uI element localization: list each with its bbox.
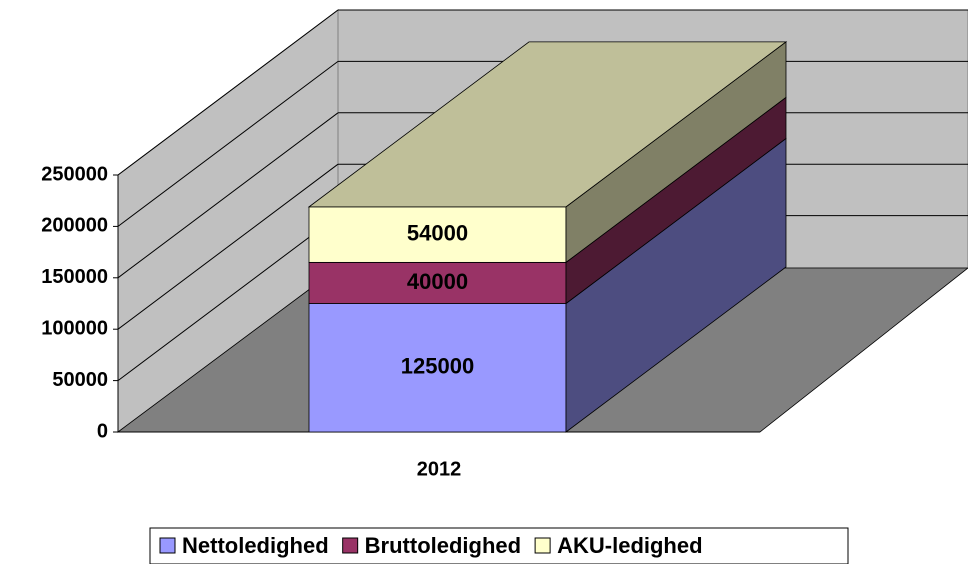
y-tick-label: 0	[97, 420, 108, 442]
legend-swatch	[342, 537, 359, 554]
y-tick-label: 250000	[41, 163, 108, 185]
bar-segment	[308, 303, 567, 433]
grid-line	[117, 163, 339, 330]
legend-label: Nettoledighed	[182, 533, 329, 558]
grid-line	[117, 9, 339, 176]
data-label: 54000	[407, 220, 468, 245]
grid-line	[117, 61, 339, 227]
legend	[149, 527, 849, 564]
legend-swatch	[534, 537, 551, 554]
grid-line	[117, 215, 339, 382]
bar-top	[307, 41, 788, 208]
legend-label: AKU-ledighed	[557, 533, 702, 558]
legend-label: Bruttoledighed	[365, 533, 521, 558]
x-tick-label: 2012	[417, 458, 462, 480]
data-label: 40000	[407, 269, 468, 294]
grid-line	[117, 112, 339, 279]
y-tick-label: 200000	[41, 215, 108, 237]
bar-segment	[308, 261, 567, 304]
y-tick-label: 150000	[41, 266, 108, 288]
data-label: 125000	[401, 354, 474, 379]
y-tick-label: 100000	[41, 317, 108, 339]
legend-swatch	[159, 537, 176, 554]
y-tick-label: 50000	[52, 369, 108, 391]
